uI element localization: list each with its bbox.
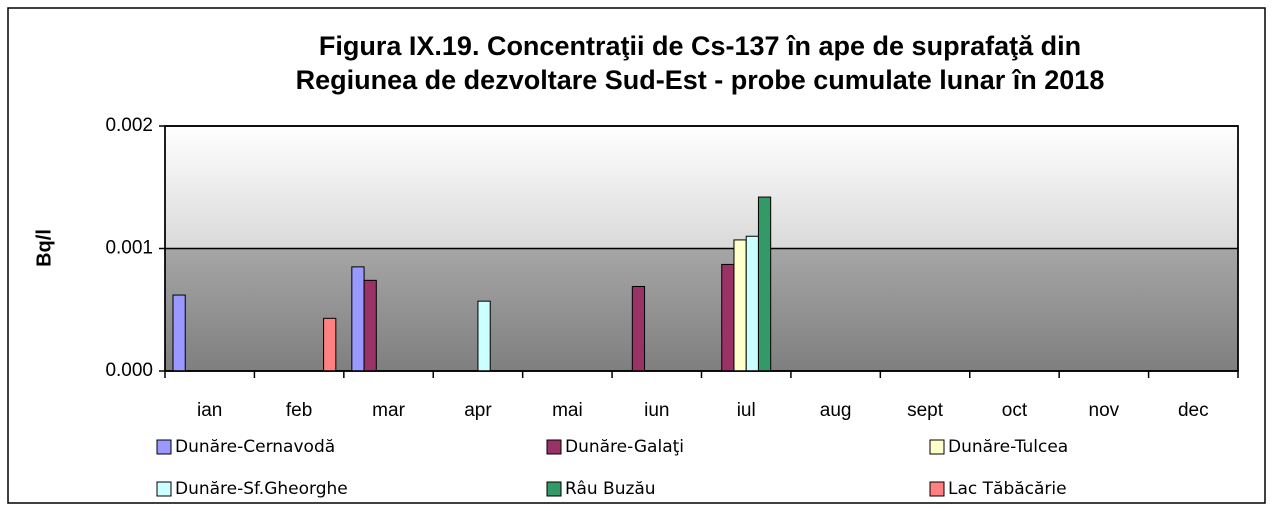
x-tick-label: iun [644,400,669,421]
x-tick-label: dec [1178,400,1209,421]
legend-swatch [546,439,562,455]
legend-label: Dunăre-Sf.Gheorghe [175,479,348,499]
legend-swatch [546,481,562,497]
x-tick-label: feb [286,400,312,421]
x-tick-label: mar [372,400,405,421]
bar [745,235,759,372]
chart-title: Figura IX.19. Concentraţii de Cs-137 în … [296,31,1105,95]
legend-label: Dunăre-Cernavodă [175,437,335,457]
legend-label: Dunăre-Galaţi [565,437,684,457]
legend-swatch [929,439,945,455]
legend-label: Râu Buzău [565,479,656,499]
bar [733,239,747,372]
y-tick-label: 0.002 [105,115,153,136]
bar [721,263,735,372]
bar [172,294,186,372]
legend-label: Lac Tăbăcărie [948,479,1067,499]
x-tick-label: iul [737,400,756,421]
x-tick-label: mai [552,400,583,421]
y-tick-label: 0.001 [105,238,153,259]
x-tick-label: apr [464,400,492,421]
bar [363,279,377,372]
bar [323,317,337,372]
x-tick-label: nov [1089,400,1120,421]
plot-area [164,125,1239,372]
x-tick-label: aug [820,400,852,421]
bar [757,196,772,372]
legend-swatch [156,439,172,455]
x-tick-label: oct [1002,400,1028,421]
legend-label: Dunăre-Tulcea [948,437,1068,457]
y-axis-label: Bq/l [33,229,55,267]
bar [631,285,646,372]
bar [477,300,491,372]
y-tick-label: 0.000 [105,360,153,381]
x-tick-label: ian [197,400,222,421]
bar [351,266,365,372]
x-tick-label: sept [907,400,944,421]
legend-swatch [929,481,945,497]
legend-swatch [156,481,172,497]
